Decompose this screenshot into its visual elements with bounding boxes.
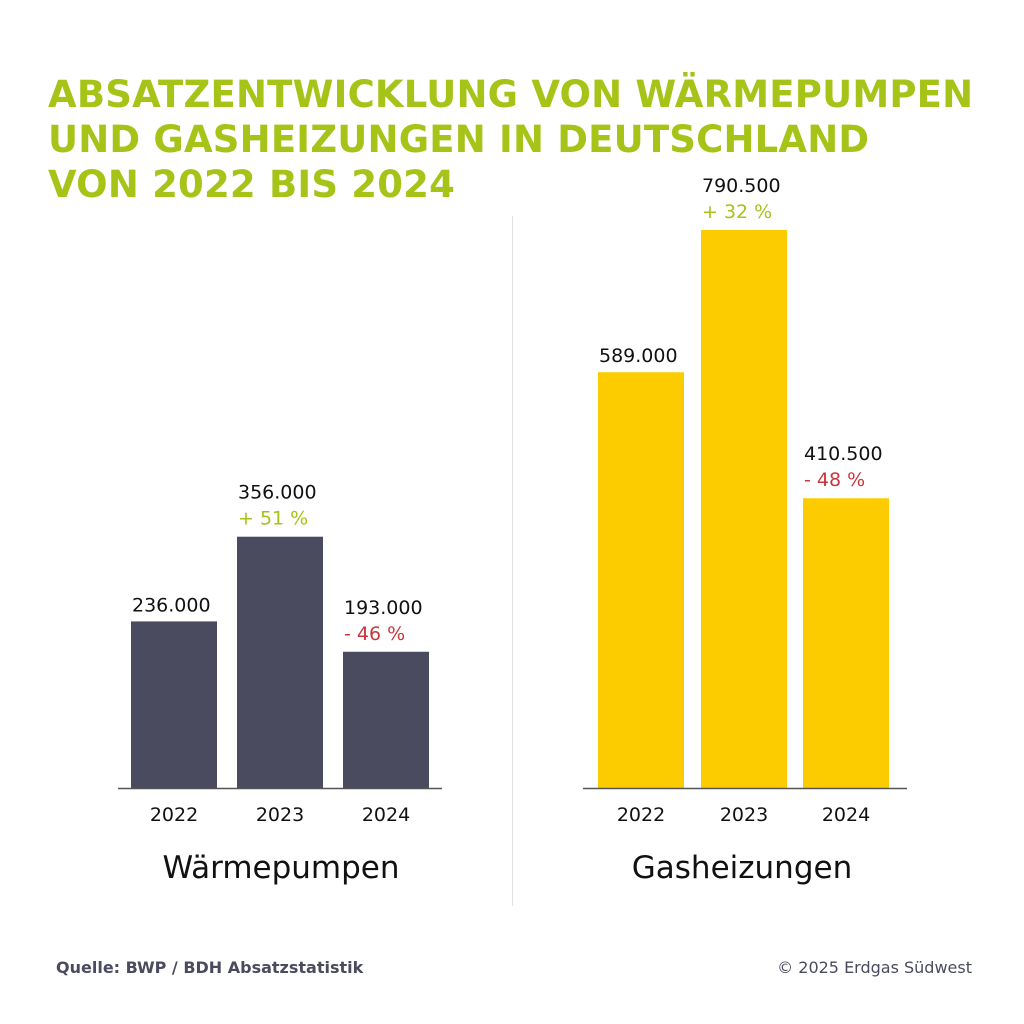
value-label-gas-2022: 589.000 [599,345,678,367]
bar-gas-2022 [598,372,684,788]
bar-heatpumps-2023 [237,536,323,788]
value-label-gas-2023: 790.500 [702,175,781,197]
bar-heatpumps-2024 [343,651,429,788]
copyright-note: © 2025 Erdgas Südwest [777,958,972,977]
tick-label-heatpumps-2024: 2024 [362,804,410,826]
tick-label-heatpumps-2022: 2022 [150,804,198,826]
change-label-gas-2024: - 48 % [804,469,865,491]
tick-label-gas-2024: 2024 [822,804,870,826]
change-label-gas-2023: + 32 % [702,201,772,223]
value-label-heatpumps-2022: 236.000 [132,594,211,616]
bar-gas-2024 [803,498,889,788]
value-label-gas-2024: 410.500 [804,443,883,465]
change-label-heatpumps-2023: + 51 % [238,508,308,530]
chart-label-gas: Gasheizungen [631,850,853,886]
value-label-heatpumps-2023: 356.000 [238,482,317,504]
source-note: Quelle: BWP / BDH Absatzstatistik [56,958,364,977]
chart-label-heatpumps: Wärmepumpen [162,850,400,886]
tick-label-heatpumps-2023: 2023 [256,804,304,826]
bar-heatpumps-2022 [131,621,217,788]
change-label-heatpumps-2024: - 46 % [344,623,405,645]
title-line-3: VON 2022 BIS 2024 [48,163,456,206]
tick-label-gas-2023: 2023 [720,804,768,826]
title-line-1: ABSATZENTWICKLUNG VON WÄRMEPUMPEN [48,73,974,116]
title-line-2: UND GASHEIZUNGEN IN DEUTSCHLAND [48,118,870,161]
panel-divider [512,216,513,906]
value-label-heatpumps-2024: 193.000 [344,597,423,619]
tick-label-gas-2022: 2022 [617,804,665,826]
bar-gas-2023 [701,230,787,788]
